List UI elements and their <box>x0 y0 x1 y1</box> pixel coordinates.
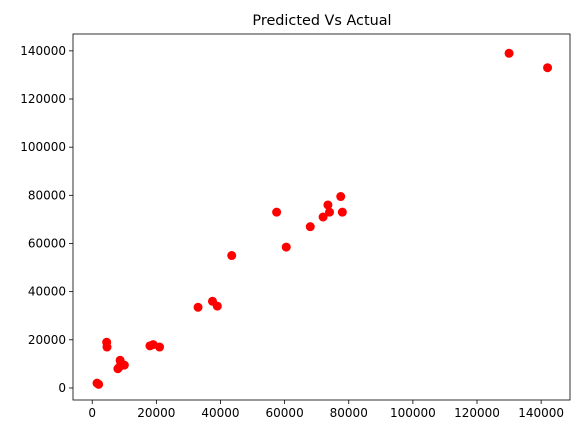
data-point <box>193 302 203 312</box>
data-point <box>325 207 335 217</box>
chart-title: Predicted Vs Actual <box>252 13 391 29</box>
x-tick-label: 60000 <box>266 406 304 420</box>
x-tick-label: 100000 <box>390 406 436 420</box>
x-tick-label: 80000 <box>330 406 368 420</box>
data-point <box>94 379 104 389</box>
axes-frame <box>72 33 571 401</box>
y-tick-label: 60000 <box>28 236 66 250</box>
y-tick-label: 40000 <box>28 285 66 299</box>
x-tick-label: 40000 <box>201 406 239 420</box>
data-point <box>119 360 129 370</box>
data-point <box>102 342 112 352</box>
data-point <box>305 222 315 232</box>
x-tick-label: 140000 <box>518 406 564 420</box>
data-point <box>323 200 333 210</box>
data-point <box>336 192 346 202</box>
x-tick-label: 0 <box>88 406 96 420</box>
x-tick-label: 20000 <box>137 406 175 420</box>
y-tick-label: 100000 <box>20 140 66 154</box>
data-point <box>272 207 282 217</box>
y-tick-label: 80000 <box>28 188 66 202</box>
y-tick-label: 140000 <box>20 44 66 58</box>
data-point <box>318 212 328 222</box>
data-point <box>337 207 347 217</box>
data-point <box>155 342 165 352</box>
data-point <box>227 251 237 261</box>
y-tick-label: 0 <box>58 381 66 395</box>
y-tick-label: 20000 <box>28 333 66 347</box>
data-point <box>212 301 222 311</box>
data-point <box>543 63 553 73</box>
y-tick-label: 120000 <box>20 92 66 106</box>
plot-area: 0 20000 40000 60000 80000 100000 120000 140000 0… <box>20 33 571 420</box>
data-point <box>504 48 514 58</box>
x-tick-label: 120000 <box>454 406 500 420</box>
data-point <box>281 242 291 252</box>
